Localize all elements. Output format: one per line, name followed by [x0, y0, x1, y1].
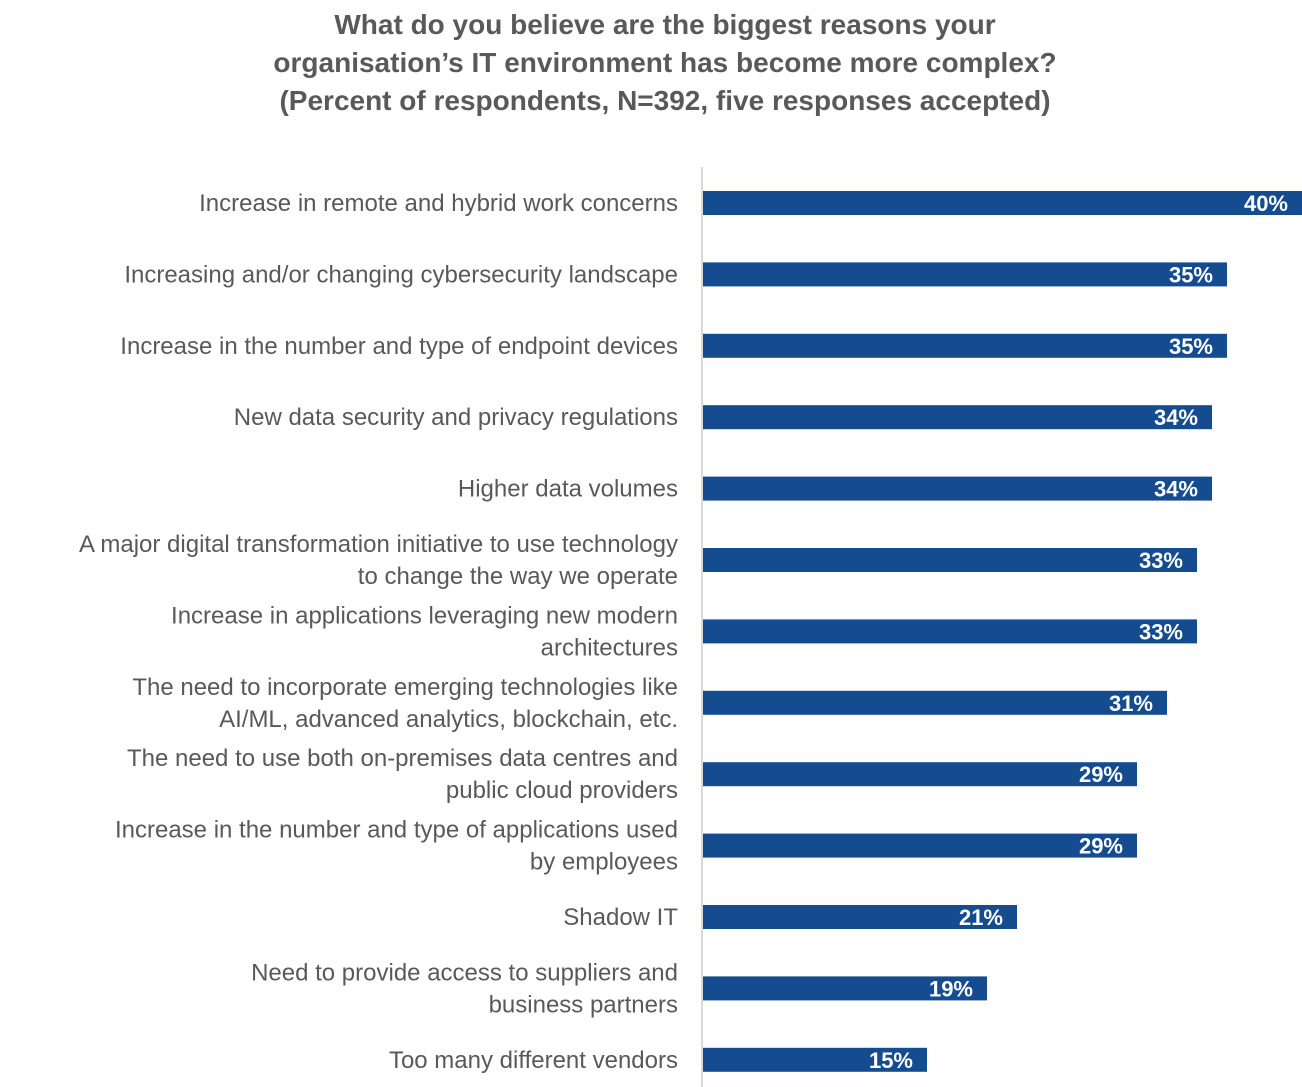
category-label: Increase in the number and type of appli…	[115, 817, 678, 844]
category-label: to change the way we operate	[358, 563, 678, 590]
category-label: The need to use both on-premises data ce…	[127, 745, 678, 772]
category-label: Higher data volumes	[458, 476, 678, 503]
data-label: 33%	[1139, 548, 1183, 573]
category-label: public cloud providers	[446, 777, 678, 804]
bar	[703, 191, 1302, 215]
bar	[703, 405, 1212, 430]
category-labels: Increase in remote and hybrid work conce…	[79, 190, 678, 1074]
category-label: The need to incorporate emerging technol…	[132, 674, 678, 701]
bar	[703, 548, 1197, 572]
chart-title-line-1: What do you believe are the biggest reas…	[334, 9, 996, 40]
bar	[703, 762, 1137, 787]
bar	[703, 1047, 927, 1072]
data-label: 40%	[1244, 191, 1288, 216]
data-label: 35%	[1169, 262, 1213, 287]
data-label: 19%	[929, 976, 973, 1001]
category-label: Increasing and/or changing cybersecurity…	[124, 261, 678, 288]
bar	[703, 333, 1227, 358]
data-label: 31%	[1109, 691, 1153, 716]
data-label: 34%	[1154, 405, 1198, 430]
chart-title-line-3: (Percent of respondents, N=392, five res…	[279, 85, 1051, 116]
bar	[703, 690, 1167, 715]
bars-layer: 40% 35% 35% 34% 34% 33% 33% 31% 29% 29% 21% 19% 15%	[703, 191, 1302, 1073]
data-label: 34%	[1154, 477, 1198, 502]
bar	[703, 476, 1212, 501]
chart-title-line-2: organisation’s IT environment has become…	[273, 47, 1057, 78]
category-label: by employees	[530, 849, 678, 876]
category-label: New data security and privacy regulation…	[234, 404, 678, 431]
category-label: business partners	[489, 991, 678, 1018]
bar	[703, 619, 1197, 644]
data-label: 15%	[869, 1048, 913, 1073]
bar	[703, 262, 1227, 287]
data-label: 29%	[1079, 834, 1123, 859]
data-label: 29%	[1079, 762, 1123, 787]
category-label: Increase in remote and hybrid work conce…	[199, 190, 678, 217]
category-label: Too many different vendors	[389, 1047, 678, 1074]
category-label: Increase in the number and type of endpo…	[120, 333, 678, 360]
bar	[703, 976, 987, 1001]
data-label: 35%	[1169, 334, 1213, 359]
bar	[703, 833, 1137, 858]
data-label: 33%	[1139, 619, 1183, 644]
category-label: AI/ML, advanced analytics, blockchain, e…	[219, 706, 678, 733]
category-label: architectures	[541, 634, 678, 661]
chart-title: What do you believe are the biggest reas…	[0, 6, 1302, 120]
category-label: Increase in applications leveraging new …	[171, 602, 678, 629]
category-label: Shadow IT	[563, 904, 678, 931]
bar	[703, 905, 1017, 929]
category-label: A major digital transformation initiativ…	[79, 531, 678, 558]
category-label: Need to provide access to suppliers and	[251, 959, 678, 986]
data-label: 21%	[959, 905, 1003, 930]
